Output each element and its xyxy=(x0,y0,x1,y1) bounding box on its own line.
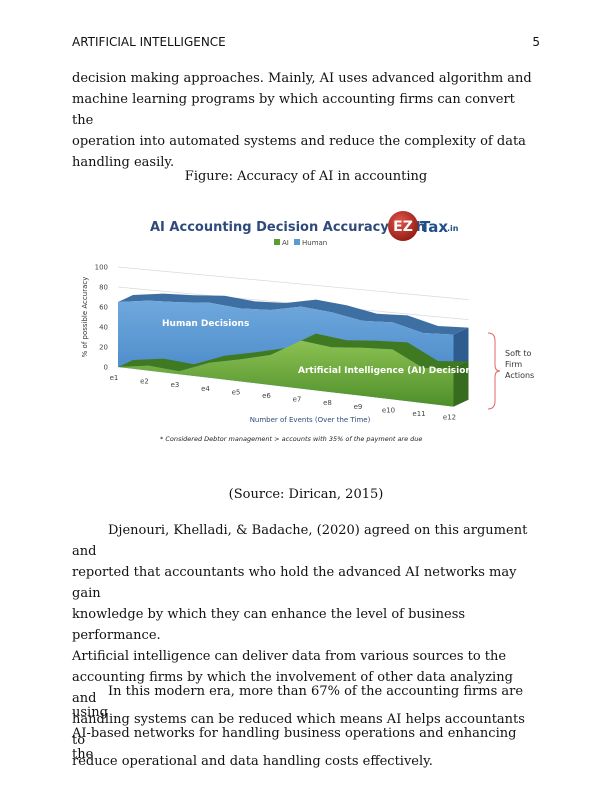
legend-swatch-ai xyxy=(274,239,280,245)
x-tick-label: e3 xyxy=(171,381,180,389)
x-tick-label: e12 xyxy=(443,414,456,422)
text-line: Djenouri, Khelladi, & Badache, (2020) ag… xyxy=(72,523,528,559)
paragraph-1: decision making approaches. Mainly, AI u… xyxy=(72,68,540,173)
page-number: 5 xyxy=(532,35,540,49)
x-axis-label: Number of Events (Over the Time) xyxy=(250,416,371,424)
annotation-gap-line-3: Actions xyxy=(505,371,534,380)
x-tick-label: e4 xyxy=(201,385,210,393)
chart-figure: AI Accounting Decision Accuracy with EZ … xyxy=(72,205,540,455)
y-tick-label: 60 xyxy=(99,304,108,312)
x-tick-label: e11 xyxy=(412,410,425,418)
y-axis-label: % of possible Accuracy xyxy=(81,277,89,358)
legend: AI Human xyxy=(274,239,327,247)
logo-badge xyxy=(388,211,418,241)
text-line: AI-based networks for handling business … xyxy=(72,726,517,762)
ai-series xyxy=(118,333,469,407)
text-line: In this modern era, more than 67% of the… xyxy=(72,684,524,720)
text-line: decision making approaches. Mainly, AI u… xyxy=(72,71,532,86)
x-tick-label: e7 xyxy=(293,396,302,404)
legend-label-ai: AI xyxy=(282,239,289,247)
logo-ez: EZ xyxy=(393,219,413,235)
gridline xyxy=(117,266,469,300)
figure-source: (Source: Dirican, 2015) xyxy=(228,487,384,502)
running-head-title: ARTIFICIAL INTELLIGENCE xyxy=(72,35,226,49)
x-tick-label: e9 xyxy=(354,403,363,411)
human-top-surface xyxy=(118,293,469,335)
chart-footnote: * Considered Debtor management > account… xyxy=(160,435,422,443)
text-line: machine learning programs by which accou… xyxy=(72,92,515,128)
figure-caption: Figure: Accuracy of AI in accounting xyxy=(184,169,428,184)
paragraph-3: In this modern era, more than 67% of the… xyxy=(72,681,540,765)
paragraph-2: Djenouri, Khelladi, & Badache, (2020) ag… xyxy=(72,520,540,772)
eztax-logo: EZ Tax .in xyxy=(388,211,459,241)
y-tick-label: 80 xyxy=(99,284,108,292)
x-tick-label: e5 xyxy=(232,388,241,396)
text-line: knowledge by which they can enhance the … xyxy=(72,607,466,643)
text-line: reduce operational and data handling cos… xyxy=(72,754,433,769)
annotation-ai-decisions: Artificial Intelligence (AI) Decisions xyxy=(298,366,477,376)
text-line: handling easily. xyxy=(72,155,175,170)
x-tick-label: e2 xyxy=(140,378,149,386)
y-tick-label: 40 xyxy=(99,324,108,332)
x-tick-label: e8 xyxy=(323,399,332,407)
x-axis-ticks: e1 e2 e3 e4 e5 e6 e7 e8 e9 e10 e11 e12 xyxy=(110,374,456,422)
logo-suffix: .in xyxy=(447,224,459,233)
legend-swatch-human xyxy=(294,239,300,245)
x-tick-label: e1 xyxy=(110,374,119,382)
text-line: Artificial intelligence can deliver data… xyxy=(72,649,507,664)
gap-bracket xyxy=(487,332,501,410)
ai-top-surface xyxy=(118,333,469,372)
annotation-gap-line-2: Firm xyxy=(505,360,522,369)
y-tick-label: 100 xyxy=(95,264,108,272)
running-header: ARTIFICIAL INTELLIGENCE 5 xyxy=(72,35,540,51)
ai-side-face xyxy=(453,361,469,407)
logo-tax: Tax xyxy=(420,218,448,236)
x-tick-label: e6 xyxy=(262,392,271,400)
annotation-human-decisions: Human Decisions xyxy=(162,319,249,329)
x-tick-label: e10 xyxy=(382,406,395,414)
y-axis-ticks: 0 20 40 60 80 100 xyxy=(95,264,108,372)
legend-label-human: Human xyxy=(302,239,327,247)
y-tick-label: 0 xyxy=(104,364,108,372)
text-line: operation into automated systems and red… xyxy=(72,134,526,149)
y-tick-label: 20 xyxy=(99,344,108,352)
ai-front-face xyxy=(118,340,454,407)
annotation-gap-line-1: Soft to xyxy=(505,349,531,358)
text-line: accounting firms by which the involvemen… xyxy=(72,670,513,706)
area-chart: AI Accounting Decision Accuracy with EZ … xyxy=(81,211,534,443)
text-line: handling systems can be reduced which me… xyxy=(72,712,525,748)
chart-title: AI Accounting Decision Accuracy with xyxy=(150,220,425,235)
text-line: reported that accountants who hold the a… xyxy=(72,565,517,601)
